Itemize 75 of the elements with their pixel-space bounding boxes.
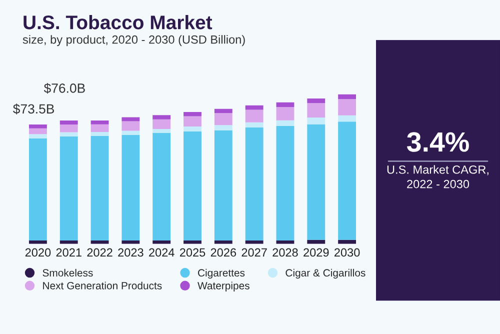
bar [90,120,109,124]
bar [338,99,356,116]
bar [184,116,202,126]
bar [152,119,171,129]
bar [28,240,47,244]
bar [90,124,109,132]
bar [307,124,326,240]
bar [184,112,202,116]
bar [245,110,264,122]
bar [152,133,171,241]
bar [60,240,78,244]
bar [245,128,264,241]
bar [276,107,294,120]
bar [90,136,109,241]
bar [214,240,232,244]
bar [28,128,47,134]
bar [338,94,356,100]
x-tick-label: 2028 [272,248,298,257]
bar [152,240,171,244]
bar [276,126,294,241]
x-tick-label: 2023 [118,248,144,257]
bar [245,105,264,110]
legend-label: Smokeless [42,268,93,277]
bar [90,132,109,136]
bar [307,240,326,244]
annotation: $73.5B [13,104,54,114]
bar [184,132,202,241]
bar [60,136,78,241]
annotation: $76.0B [44,82,85,94]
bar [152,129,171,134]
bar [60,120,78,125]
x-tick-label: 2020 [25,248,51,257]
bar [276,102,294,108]
bar [60,132,78,136]
bar [214,125,232,130]
bar [338,240,356,244]
bar [245,122,264,128]
bar [307,103,326,118]
legend-label: Cigar & Cigarillos [286,268,366,279]
legend-label: Waterpipes [198,282,250,292]
bar [28,124,47,128]
bar [307,117,326,124]
x-tick-label: 2029 [304,248,329,257]
bar [122,240,140,244]
bar [122,134,140,241]
x-tick-label: 2027 [242,248,267,257]
x-tick-label: 2022 [87,248,112,257]
text: U.S. Market CAGR, 2022 - 2030 [387,165,488,188]
bar [122,117,140,122]
bar [28,134,47,138]
bar [276,120,294,126]
bar [338,122,356,240]
chart-title: U.S. Tobacco Market [24,15,212,30]
x-tick-label: 2026 [210,248,236,257]
bar [245,240,264,244]
bar [122,121,140,131]
bar [28,138,47,241]
bar [338,115,356,122]
bar [184,240,202,244]
text: 3.4% [406,132,469,152]
bar [152,115,171,120]
x-tick-label: 2025 [180,248,206,257]
legend-label: Cigarettes [198,268,245,279]
bar [214,113,232,126]
x-tick-label: 2024 [149,248,174,257]
bar [307,98,326,104]
legend-label: Next Generation Products [43,282,162,290]
bar [214,108,232,114]
bar [184,126,202,132]
x-tick-label: 2021 [56,248,82,257]
x-tick-label: 2030 [334,248,360,257]
bar [214,130,232,241]
bar [122,130,140,135]
chart-subtitle: size, by product, 2020 - 2030 (USD Billion) [22,35,245,46]
bar [60,124,78,132]
